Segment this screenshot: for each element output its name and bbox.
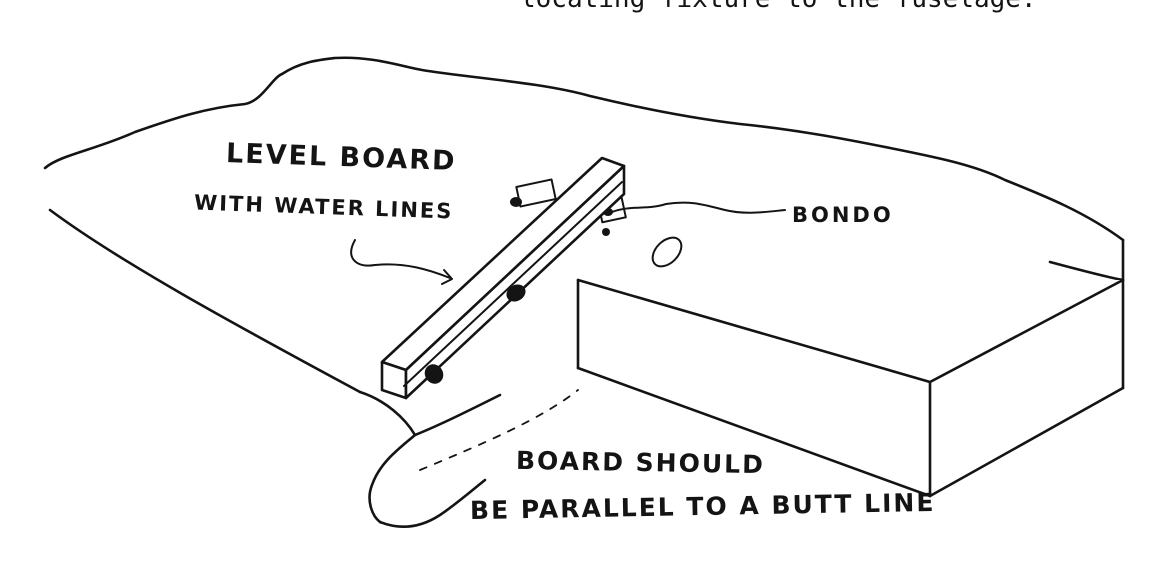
header-text: locating fixture to the fuselage.	[520, 0, 1037, 12]
wing-root-edge	[378, 478, 487, 528]
cutout-top-left-edge	[576, 278, 932, 384]
mount-block-left	[515, 178, 557, 208]
cutout-lower-left-edge	[576, 366, 932, 498]
cutout-top-right-edge	[928, 278, 1125, 384]
board-note-line1: BOARD SHOULD	[515, 445, 766, 480]
wing-lower-edge	[358, 390, 417, 524]
board-mark-upper	[506, 284, 526, 302]
cutout-box-fill	[578, 280, 1123, 496]
wing-trailing-edge	[1048, 238, 1125, 282]
lower-panel-edge	[413, 393, 502, 437]
bondo-leader-line	[611, 201, 786, 214]
bondo-label: BONDO	[792, 203, 894, 227]
level-board-label-line1: LEVEL BOARD	[225, 137, 457, 178]
wing-hole	[651, 236, 683, 268]
wing-upper-surface-line	[48, 208, 362, 394]
cutout-lower-right-edge	[928, 386, 1125, 498]
bondo-blob-right-bottom	[602, 228, 610, 236]
level-board-arrowhead	[441, 269, 453, 285]
wing-upper-edge	[43, 56, 1125, 242]
level-board-water-line	[403, 181, 623, 387]
level-board-leader-line	[350, 239, 451, 279]
butt-line-dashed	[419, 389, 579, 471]
bondo-blob-left	[510, 197, 522, 207]
board-note-line2: BE PARALLEL TO A BUTT LINE	[469, 487, 936, 526]
board-mark-lower	[424, 364, 444, 384]
